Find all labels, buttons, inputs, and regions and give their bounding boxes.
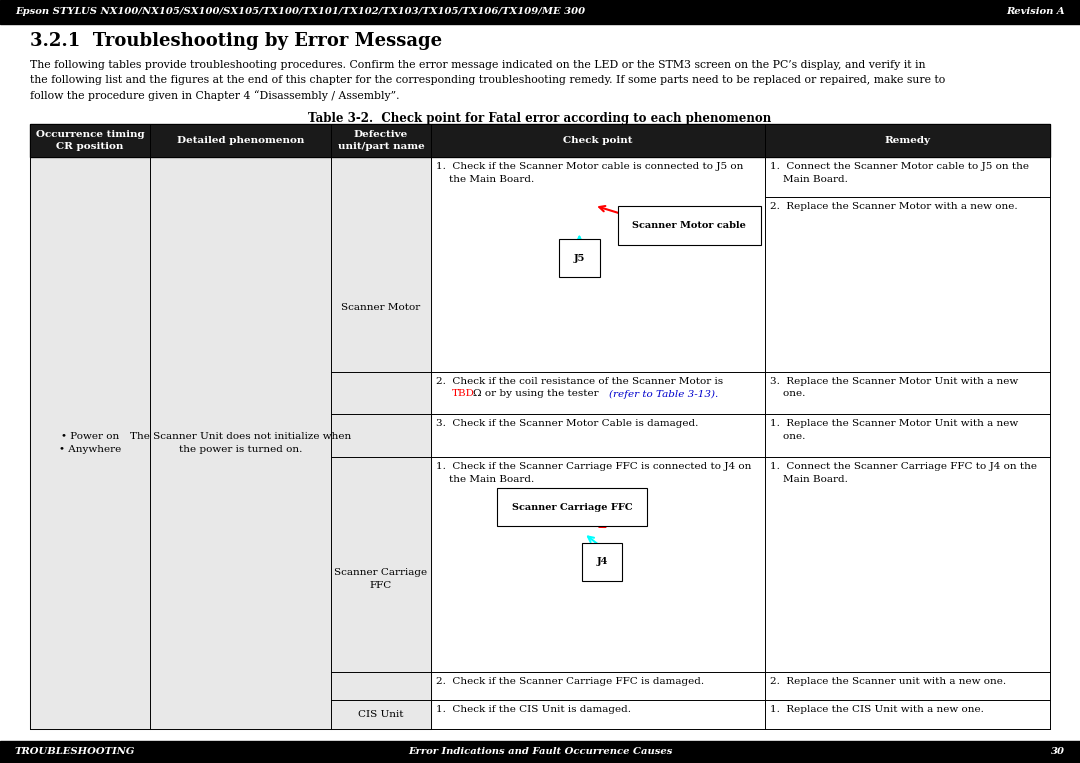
Text: Error Indications and Fault Occurrence Causes: Error Indications and Fault Occurrence C… bbox=[408, 748, 672, 756]
Text: 2.  Replace the Scanner Motor with a new one.: 2. Replace the Scanner Motor with a new … bbox=[770, 202, 1018, 211]
Text: follow the procedure given in Chapter 4 “Disassembly / Assembly”.: follow the procedure given in Chapter 4 … bbox=[30, 90, 400, 101]
Bar bbox=[30, 124, 1050, 157]
Text: Detailed phenomenon: Detailed phenomenon bbox=[177, 136, 305, 145]
Text: 1.  Replace the Scanner Motor Unit with a new: 1. Replace the Scanner Motor Unit with a… bbox=[770, 420, 1018, 428]
Text: 30: 30 bbox=[1051, 748, 1065, 756]
Text: the Main Board.: the Main Board. bbox=[436, 175, 535, 184]
Text: 2.  Replace the Scanner unit with a new one.: 2. Replace the Scanner unit with a new o… bbox=[770, 677, 1007, 686]
Text: Scanner Motor cable: Scanner Motor cable bbox=[633, 221, 746, 230]
Text: J4: J4 bbox=[596, 558, 608, 566]
Text: 3.2.1  Troubleshooting by Error Message: 3.2.1 Troubleshooting by Error Message bbox=[30, 32, 442, 50]
Text: 1.  Check if the CIS Unit is damaged.: 1. Check if the CIS Unit is damaged. bbox=[436, 706, 631, 714]
Bar bbox=[0, 0, 1080, 24]
Text: Scanner Carriage
FFC: Scanner Carriage FFC bbox=[335, 568, 428, 590]
Text: TBD: TBD bbox=[451, 389, 475, 398]
Text: Occurrence timing
CR position: Occurrence timing CR position bbox=[36, 130, 145, 151]
Bar bbox=[0, 741, 1080, 763]
Text: 1.  Check if the Scanner Carriage FFC is connected to J4 on: 1. Check if the Scanner Carriage FFC is … bbox=[436, 462, 752, 472]
Text: Remedy: Remedy bbox=[885, 136, 931, 145]
Text: Epson STYLUS NX100/NX105/SX100/SX105/TX100/TX101/TX102/TX103/TX105/TX106/TX109/M: Epson STYLUS NX100/NX105/SX100/SX105/TX1… bbox=[15, 8, 585, 17]
Text: 3.  Check if the Scanner Motor Cable is damaged.: 3. Check if the Scanner Motor Cable is d… bbox=[436, 420, 699, 428]
Text: 2.  Check if the coil resistance of the Scanner Motor is: 2. Check if the coil resistance of the S… bbox=[436, 376, 723, 385]
Text: TROUBLESHOOTING: TROUBLESHOOTING bbox=[15, 748, 135, 756]
Bar bbox=[150, 157, 330, 729]
Text: the following list and the figures at the end of this chapter for the correspond: the following list and the figures at th… bbox=[30, 75, 945, 85]
Text: Table 3-2.  Check point for Fatal error according to each phenomenon: Table 3-2. Check point for Fatal error a… bbox=[309, 112, 771, 125]
Bar bbox=[330, 457, 431, 700]
Text: Scanner Motor: Scanner Motor bbox=[341, 303, 420, 311]
Text: Defective
unit/part name: Defective unit/part name bbox=[338, 130, 424, 151]
Text: one.: one. bbox=[770, 389, 806, 398]
Bar bbox=[330, 157, 431, 457]
Bar bbox=[30, 91, 1050, 729]
Text: Revision A: Revision A bbox=[1007, 8, 1065, 17]
Text: The Scanner Unit does not initialize when
the power is turned on.: The Scanner Unit does not initialize whe… bbox=[130, 432, 351, 454]
Text: 1.  Connect the Scanner Carriage FFC to J4 on the: 1. Connect the Scanner Carriage FFC to J… bbox=[770, 462, 1038, 472]
Text: 1.  Connect the Scanner Motor cable to J5 on the: 1. Connect the Scanner Motor cable to J5… bbox=[770, 162, 1029, 171]
Text: 2.  Check if the Scanner Carriage FFC is damaged.: 2. Check if the Scanner Carriage FFC is … bbox=[436, 677, 704, 686]
Text: the Main Board.: the Main Board. bbox=[436, 475, 535, 485]
Text: Check point: Check point bbox=[564, 136, 633, 145]
Text: Main Board.: Main Board. bbox=[770, 175, 848, 184]
Text: CIS Unit: CIS Unit bbox=[359, 710, 404, 720]
Text: J5: J5 bbox=[573, 253, 585, 262]
Text: Main Board.: Main Board. bbox=[770, 475, 848, 485]
Text: The following tables provide troubleshooting procedures. Confirm the error messa: The following tables provide troubleshoo… bbox=[30, 60, 926, 70]
Text: (refer to Table 3-13).: (refer to Table 3-13). bbox=[609, 389, 718, 398]
Text: 1.  Check if the Scanner Motor cable is connected to J5 on: 1. Check if the Scanner Motor cable is c… bbox=[436, 162, 743, 171]
Text: Ω or by using the tester: Ω or by using the tester bbox=[473, 389, 602, 398]
Text: • Power on
• Anywhere: • Power on • Anywhere bbox=[59, 432, 121, 454]
Text: one.: one. bbox=[770, 433, 806, 442]
Text: 3.  Replace the Scanner Motor Unit with a new: 3. Replace the Scanner Motor Unit with a… bbox=[770, 376, 1018, 385]
Text: 1.  Replace the CIS Unit with a new one.: 1. Replace the CIS Unit with a new one. bbox=[770, 706, 984, 714]
Bar bbox=[330, 700, 431, 729]
Text: Scanner Carriage FFC: Scanner Carriage FFC bbox=[512, 503, 632, 512]
Bar bbox=[30, 157, 150, 729]
